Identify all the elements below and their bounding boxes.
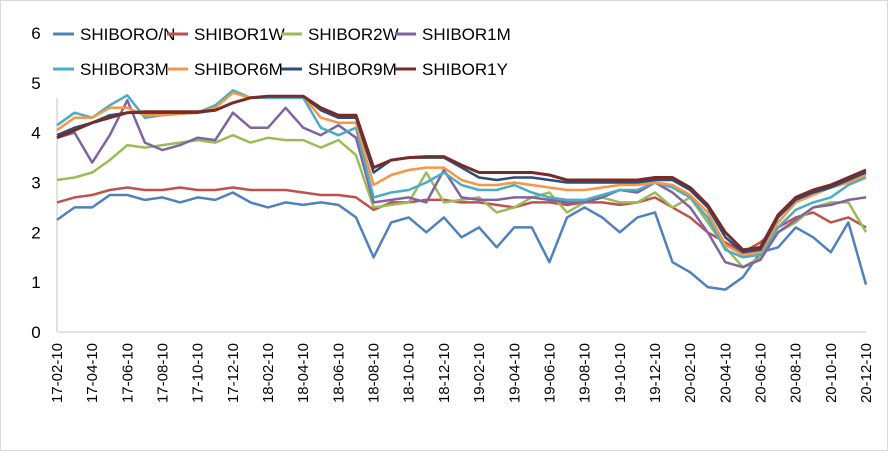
x-tick-label: 17-10-10 [190,343,207,403]
x-tick-label: 17-02-10 [49,343,66,403]
series-line-shibor1m [56,99,867,269]
series-line-shiboron [56,191,868,291]
x-tick-label: 18-04-10 [295,343,312,403]
x-tick-label: 20-04-10 [717,343,734,403]
x-tick-label: 17-04-10 [84,343,101,403]
x-tick-label: 17-06-10 [119,343,136,403]
series-line-shibor9m [56,95,867,254]
series-line-shibor1w [56,186,867,254]
y-tick-label: 5 [31,74,40,93]
legend-item: SHIBOR1Y [395,60,508,79]
x-tick-label: 18-02-10 [260,343,277,403]
x-tick-label: 19-08-10 [577,343,594,403]
legend-item: SHIBORO/N [53,25,175,44]
legend-item: SHIBOR2W [281,25,399,44]
legend-label: SHIBORO/N [80,25,175,44]
legend-item: SHIBOR1M [395,25,511,44]
legend-label: SHIBOR3M [80,60,169,79]
y-tick-label: 3 [31,174,40,193]
series-line-shibor1y [56,94,867,252]
x-tick-label: 20-06-10 [752,343,769,403]
x-tick-label: 18-12-10 [436,343,453,403]
series-lines [56,89,868,291]
axes [56,98,866,333]
y-tick-label: 6 [31,24,40,43]
x-tick-label: 20-12-10 [858,343,875,403]
x-tick-label: 18-08-10 [366,343,383,403]
y-tick-label: 0 [31,323,40,342]
series-line-shibor3m [56,89,867,259]
legend-label: SHIBOR2W [308,25,399,44]
y-tick-label: 2 [31,223,40,242]
x-tick-label: 19-02-10 [471,343,488,403]
x-tick-label: 18-06-10 [330,343,347,403]
legend-label: SHIBOR6M [194,60,283,79]
y-axis-tick-labels: 0 1 2 3 4 5 6 [31,24,40,342]
x-axis-tick-labels: 17-02-10 17-04-10 17-06-10 17-08-10 17-10-10… [49,343,875,403]
y-tick-label: 4 [31,124,40,143]
x-tick-label: 20-08-10 [788,343,805,403]
legend-label: SHIBOR1Y [422,60,508,79]
x-tick-label: 19-06-10 [541,343,558,403]
x-tick-label: 20-10-10 [823,343,840,403]
legend-label: SHIBOR1W [194,25,285,44]
legend-item: SHIBOR9M [281,60,397,79]
x-tick-label: 17-12-10 [225,343,242,403]
x-tick-label: 20-02-10 [682,343,699,403]
x-tick-label: 18-10-10 [401,343,418,403]
legend: SHIBORO/N SHIBOR1W SHIBOR2W SHIBOR1M SHIBOR3… [53,25,511,79]
legend-item: SHIBOR3M [53,60,169,79]
y-tick-label: 1 [31,273,40,292]
legend-item: SHIBOR6M [167,60,283,79]
series-line-shibor6m [56,91,867,257]
x-tick-label: 17-08-10 [155,343,172,403]
x-tick-label: 19-10-10 [612,343,629,403]
legend-label: SHIBOR9M [308,60,397,79]
legend-label: SHIBOR1M [422,25,511,44]
legend-item: SHIBOR1W [167,25,285,44]
x-tick-label: 19-12-10 [647,343,664,403]
x-tick-label: 19-04-10 [506,343,523,403]
